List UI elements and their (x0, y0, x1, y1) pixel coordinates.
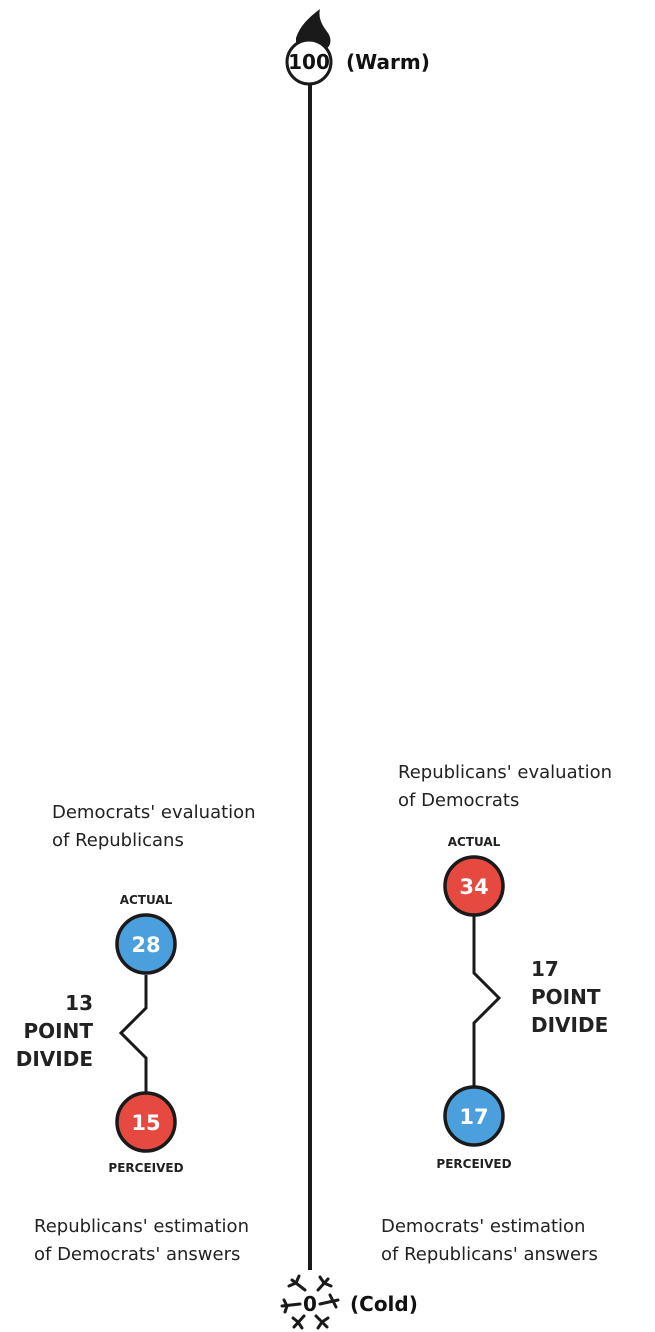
left-perceived-label: PERCEIVED (108, 1161, 183, 1175)
snowflake-icon (280, 1274, 340, 1330)
left-perceived-value: 15 (131, 1111, 160, 1135)
right-divide-line2: POINT (531, 985, 601, 1009)
right-divide-line1: 17 (531, 957, 559, 981)
bottom-value: 0 (303, 1292, 317, 1316)
left-footer-line1: Republicans' estimation (34, 1216, 249, 1237)
right-perceived-value: 17 (459, 1105, 488, 1129)
left-actual-bubble (115, 913, 177, 975)
right-divide-connector (472, 915, 502, 1087)
right-actual-label: ACTUAL (448, 835, 501, 849)
right-group-title-line1: Republicans' evaluation (398, 762, 612, 783)
right-actual-value: 34 (459, 875, 488, 899)
left-divide-line2: POINT (24, 1019, 94, 1043)
top-value: 100 (288, 50, 330, 74)
top-label: (Warm) (346, 50, 430, 74)
right-footer-line1: Democrats' estimation (381, 1216, 585, 1237)
left-group-title-line2: of Republicans (52, 830, 184, 851)
right-footer-line2: of Republicans' answers (381, 1244, 598, 1265)
right-perceived-bubble (443, 1085, 505, 1147)
left-actual-value: 28 (131, 933, 160, 957)
left-footer-line2: of Democrats' answers (34, 1244, 240, 1265)
right-perceived-label: PERCEIVED (436, 1157, 511, 1171)
bottom-label: (Cold) (350, 1292, 418, 1316)
left-group-title-line1: Democrats' evaluation (52, 802, 256, 823)
right-actual-bubble (443, 855, 505, 917)
left-divide-line3: DIVIDE (16, 1047, 93, 1071)
right-group-title-line2: of Democrats (398, 790, 519, 811)
left-actual-label: ACTUAL (120, 893, 173, 907)
left-perceived-bubble (115, 1091, 177, 1153)
left-divide-line1: 13 (65, 991, 93, 1015)
right-divide-line3: DIVIDE (531, 1013, 608, 1037)
left-divide-connector (118, 975, 148, 1092)
top-value-circle (285, 38, 333, 86)
